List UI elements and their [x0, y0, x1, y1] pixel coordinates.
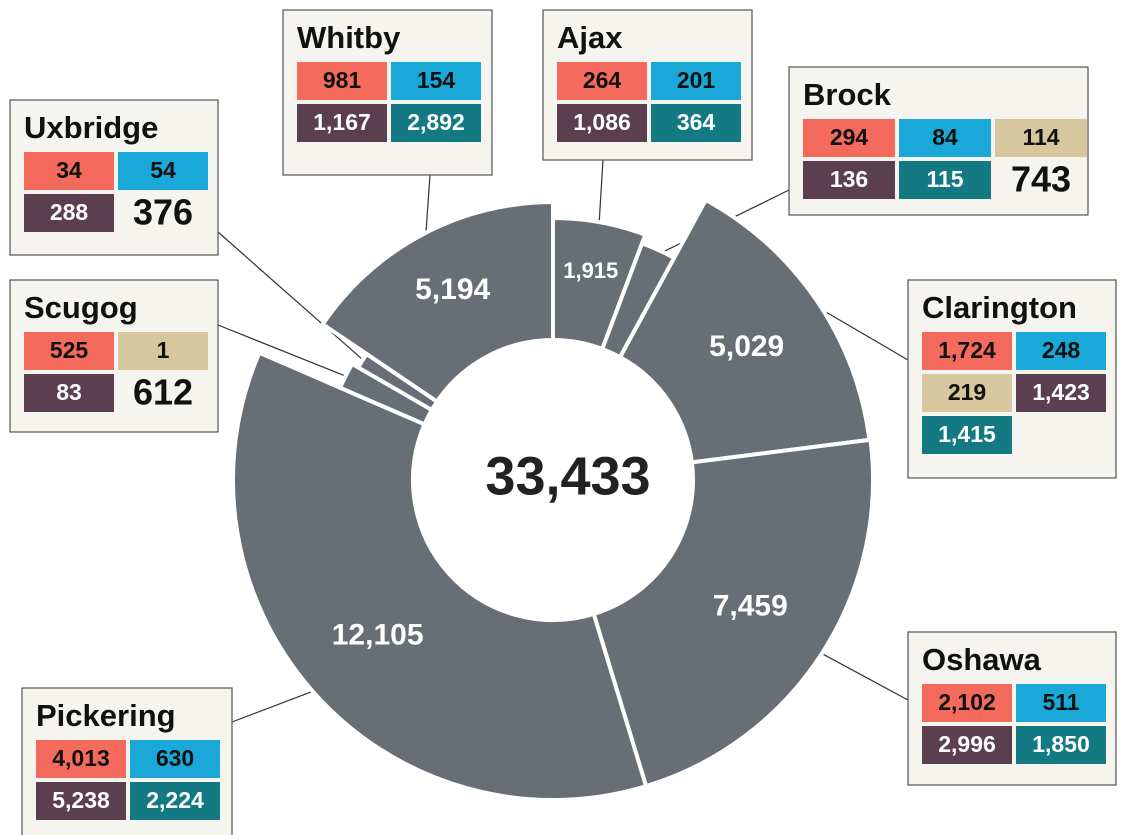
callout-title: Ajax — [557, 20, 623, 55]
breakdown-cell — [118, 152, 208, 190]
breakdown-label: 364 — [677, 109, 716, 135]
breakdown-cell — [36, 740, 126, 778]
breakdown-cell — [1016, 374, 1106, 412]
breakdown-cell — [557, 62, 647, 100]
breakdown-label: 83 — [56, 379, 82, 405]
breakdown-label: 2,892 — [407, 109, 465, 135]
callout-title: Brock — [803, 77, 892, 112]
breakdown-label: 294 — [830, 124, 869, 150]
breakdown-label: 1,167 — [313, 109, 371, 135]
breakdown-label: 5,238 — [52, 787, 110, 813]
breakdown-cell — [1016, 726, 1106, 764]
breakdown-cell — [24, 152, 114, 190]
callout-title: Oshawa — [922, 642, 1042, 677]
callout-total: 376 — [133, 192, 193, 233]
breakdown-label: 264 — [583, 67, 622, 93]
callout-title: Whitby — [297, 20, 401, 55]
breakdown-label: 115 — [926, 166, 963, 192]
breakdown-label: 1 — [157, 337, 170, 363]
breakdown-cell — [297, 104, 387, 142]
breakdown-label: 136 — [830, 166, 868, 192]
breakdown-cell — [651, 104, 741, 142]
breakdown-cell — [557, 104, 647, 142]
leader-line — [231, 688, 319, 723]
leader-line — [217, 324, 352, 379]
breakdown-label: 84 — [932, 124, 958, 150]
breakdown-label: 4,013 — [52, 745, 110, 771]
breakdown-label: 1,850 — [1032, 731, 1090, 757]
breakdown-cell — [391, 62, 481, 100]
breakdown-cell — [922, 332, 1012, 370]
breakdown-cell — [803, 119, 895, 157]
breakdown-cell — [24, 332, 114, 370]
breakdown-cell — [899, 161, 991, 199]
breakdown-label: 288 — [50, 199, 89, 225]
breakdown-cell — [922, 374, 1012, 412]
breakdown-label: 511 — [1042, 689, 1079, 715]
breakdown-label: 630 — [156, 745, 194, 771]
breakdown-cell — [36, 782, 126, 820]
callout-title: Clarington — [922, 290, 1077, 325]
breakdown-cell — [297, 62, 387, 100]
callout-title: Pickering — [36, 698, 176, 733]
breakdown-label: 34 — [56, 157, 82, 183]
breakdown-label: 2,996 — [938, 731, 996, 757]
leader-line — [811, 303, 909, 361]
breakdown-label: 54 — [150, 157, 176, 183]
breakdown-label: 114 — [1022, 124, 1059, 150]
callout-title: Scugog — [24, 290, 138, 325]
breakdown-cell — [899, 119, 991, 157]
breakdown-label: 154 — [417, 67, 456, 93]
segment-label: 1,915 — [563, 258, 618, 283]
breakdown-label: 1,724 — [938, 337, 996, 363]
breakdown-label: 2,102 — [938, 689, 996, 715]
breakdown-label: 981 — [323, 67, 362, 93]
breakdown-label: 201 — [677, 67, 716, 93]
breakdown-label: 1,415 — [938, 421, 996, 447]
breakdown-cell — [391, 104, 481, 142]
breakdown-cell — [1016, 684, 1106, 722]
segment-label: 5,194 — [415, 273, 490, 306]
breakdown-cell — [995, 119, 1087, 157]
breakdown-label: 1,086 — [573, 109, 631, 135]
breakdown-cell — [118, 332, 208, 370]
segment-label: 5,029 — [709, 330, 784, 363]
breakdown-cell — [130, 782, 220, 820]
callout-total: 612 — [133, 372, 193, 413]
leader-line — [424, 174, 431, 240]
segment-label: 12,105 — [332, 618, 424, 651]
callout-total: 743 — [1011, 159, 1071, 200]
breakdown-label: 2,224 — [146, 787, 204, 813]
callout-title: Uxbridge — [24, 110, 158, 145]
breakdown-cell — [651, 62, 741, 100]
breakdown-label: 219 — [948, 379, 986, 405]
breakdown-cell — [922, 726, 1012, 764]
breakdown-cell — [1016, 332, 1106, 370]
segment-label: 7,459 — [713, 590, 788, 623]
center-label: 33,433 — [485, 446, 650, 506]
leader-line — [217, 231, 368, 365]
breakdown-cell — [24, 194, 114, 232]
leader-line — [598, 159, 604, 229]
breakdown-label: 525 — [50, 337, 89, 363]
leader-line — [816, 650, 909, 701]
breakdown-cell — [130, 740, 220, 778]
breakdown-label: 248 — [1042, 337, 1081, 363]
donut-hole — [413, 340, 693, 620]
breakdown-label: 1,423 — [1032, 379, 1090, 405]
breakdown-cell — [803, 161, 895, 199]
breakdown-cell — [922, 684, 1012, 722]
breakdown-cell — [24, 374, 114, 412]
breakdown-cell — [922, 416, 1012, 454]
